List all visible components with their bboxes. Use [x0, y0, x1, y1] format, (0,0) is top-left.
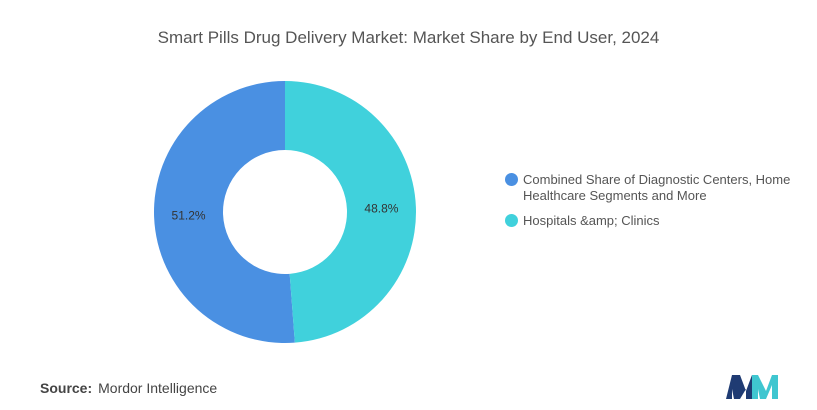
- slice-value-label: 48.8%: [364, 201, 398, 215]
- donut-slice-0: [154, 81, 295, 343]
- mordor-intelligence-logo-icon: [726, 375, 778, 399]
- slice-value-label: 51.2%: [172, 209, 206, 223]
- legend: Combined Share of Diagnostic Centers, Ho…: [505, 172, 793, 238]
- legend-label: Hospitals &amp; Clinics: [523, 213, 660, 228]
- source-text: Mordor Intelligence: [98, 380, 218, 396]
- legend-item-hospitals: Hospitals &amp; Clinics: [505, 213, 793, 229]
- donut-chart: 51.2% 48.8%: [154, 81, 417, 343]
- legend-item-combined: Combined Share of Diagnostic Centers, Ho…: [505, 172, 793, 204]
- donut-slice-1: [285, 81, 417, 343]
- chart-title: Smart Pills Drug Delivery Market: Market…: [157, 28, 660, 47]
- legend-label: Combined Share of Diagnostic Centers, Ho…: [523, 172, 791, 203]
- legend-marker: [505, 173, 518, 186]
- source-note: Source: Mordor Intelligence: [40, 380, 217, 396]
- source-prefix: Source:: [40, 380, 93, 396]
- legend-marker: [505, 214, 518, 227]
